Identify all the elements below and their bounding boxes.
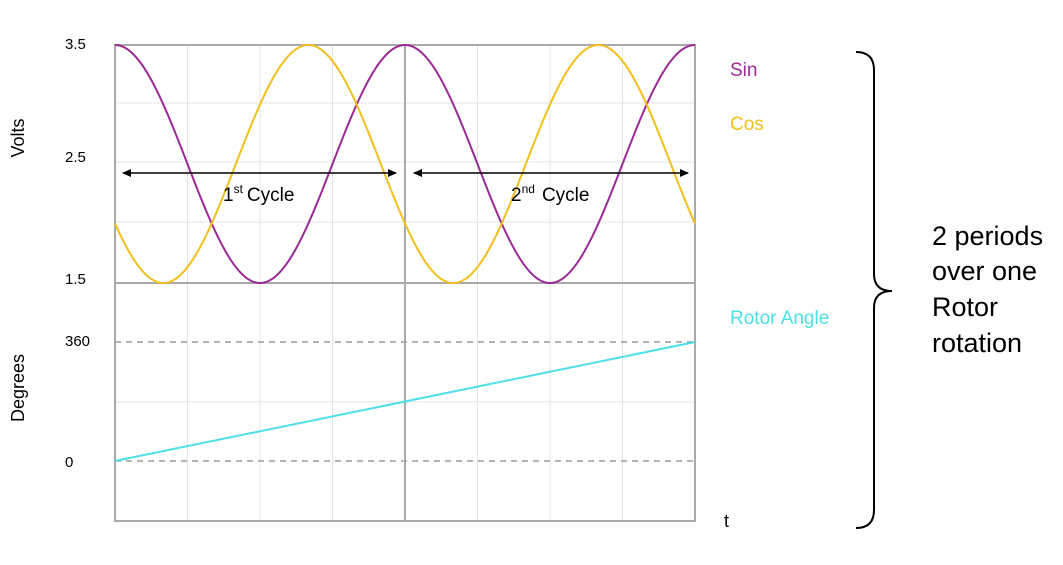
legend-entry-sin: Sin <box>730 60 757 81</box>
annotation-line-3: Rotor <box>932 292 998 322</box>
tick-label-volts-3-5: 3.5 <box>65 36 86 53</box>
plot-frame <box>114 44 696 522</box>
annotation-line-2: over one <box>932 256 1037 286</box>
curly-brace <box>855 51 893 529</box>
series-line-cos <box>114 44 696 284</box>
tick-label-degrees-360: 360 <box>65 333 90 350</box>
annotation-line-4: rotation <box>932 328 1022 358</box>
cycle-label-2: 2nd Cycle <box>511 182 589 206</box>
axis-title-volts: Volts <box>8 118 28 157</box>
axis-title-t: t <box>724 511 729 531</box>
tick-label-degrees-0: 0 <box>65 454 73 471</box>
tick-label-volts-1-5: 1.5 <box>65 271 86 288</box>
tick-label-volts-2-5: 2.5 <box>65 149 86 166</box>
legend-entry-cos: Cos <box>730 114 764 135</box>
annotation-line-1: 2 periods <box>932 221 1043 251</box>
series-line-rotor-angle <box>114 341 696 462</box>
cycle-label-1: 1st Cycle <box>223 182 294 206</box>
axis-title-degrees: Degrees <box>8 354 28 422</box>
legend-entry-rotor-angle: Rotor Angle <box>730 308 829 329</box>
